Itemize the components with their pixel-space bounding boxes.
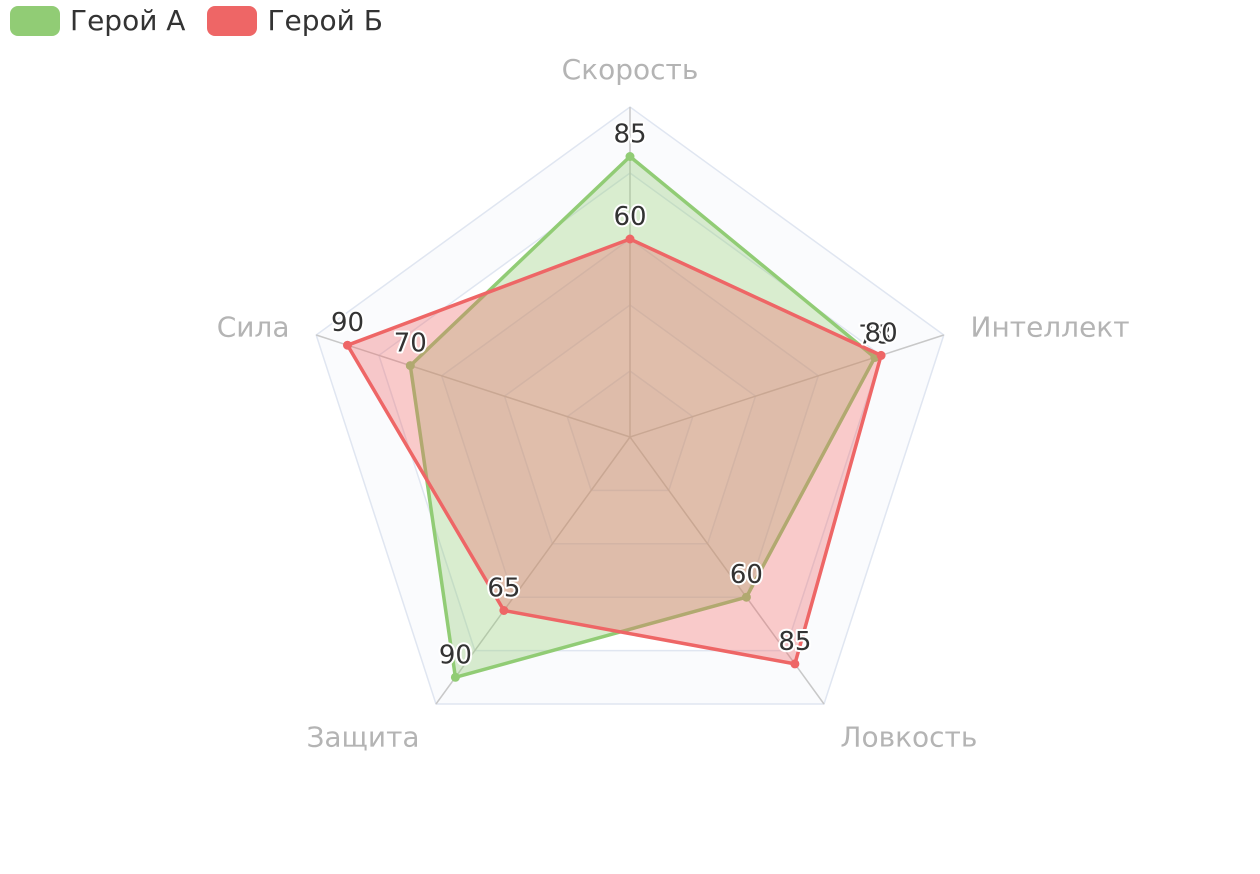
radar-axis-name-2: Интеллект [971, 310, 1130, 343]
radar-data-labels: 85 78 60 90 70 60 80 85 65 90 [329, 118, 900, 673]
legend-label-hero-a: Герой А [70, 4, 186, 37]
radar-data-label-s1-5: 70 [394, 329, 427, 359]
radar-data-label-s2-1: 60 [613, 202, 646, 232]
radar-axis-name-5: Сила [217, 310, 290, 343]
radar-series-area-2 [345, 237, 883, 666]
radar-point-s1-4 [450, 672, 460, 682]
radar-point-s2-5 [343, 340, 352, 350]
radar-point-s2-4 [499, 606, 509, 615]
radar-point-s2-2 [876, 350, 886, 360]
radar-data-label-s2-2: 80 [865, 318, 898, 348]
radar-point-s1-3 [741, 592, 751, 602]
radar-axis-labels: Скорость Интеллект Ловкость Защита Сила [217, 53, 1130, 754]
radar-data-label-s2-3: 85 [778, 627, 811, 657]
radar-grid [315, 106, 945, 705]
radar-data-label-s1-4: 90 [439, 640, 472, 670]
radar-data-label-s1-2: 78 [858, 321, 891, 351]
radar-point-s1-5 [405, 361, 415, 371]
radar-data-label-s1-1: 85 [613, 120, 646, 150]
legend-item-hero-a[interactable]: Герой А [10, 4, 185, 38]
radar-data-label-s1-3: 60 [730, 560, 763, 590]
legend-item-hero-b[interactable]: Герой Б [207, 4, 383, 38]
radar-point-s1-1 [625, 152, 635, 161]
radar-axis-name-4: Защита [306, 721, 419, 754]
radar-point-s2-3 [790, 659, 800, 669]
legend-swatch-hero-a [10, 6, 60, 36]
radar-axis-line-5 [315, 334, 631, 438]
radar-axis-line-2 [629, 334, 945, 438]
radar-axis-line-4 [435, 436, 631, 705]
radar-series [343, 152, 886, 682]
legend: Герой А Герой Б [10, 4, 405, 38]
radar-axis-line-3 [629, 436, 825, 705]
radar-point-s2-1 [625, 234, 635, 244]
radar-data-label-s2-4: 65 [487, 574, 520, 604]
radar-axis-name-1: Скорость [562, 53, 699, 86]
radar-axis-name-3: Ловкость [840, 721, 977, 754]
legend-label-hero-b: Герой Б [267, 4, 383, 37]
radar-series-area-1 [408, 154, 877, 680]
radar-data-label-s2-5: 90 [331, 308, 364, 338]
legend-swatch-hero-b [207, 6, 258, 36]
